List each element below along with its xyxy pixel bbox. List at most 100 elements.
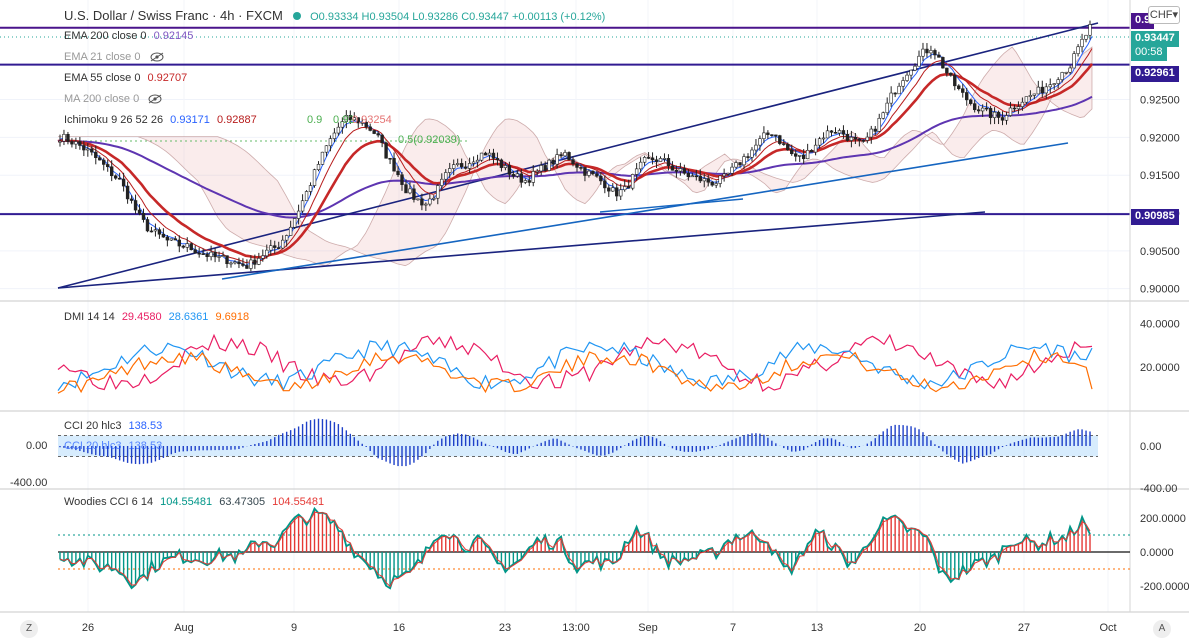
- candle: [106, 159, 110, 172]
- candle: [125, 181, 130, 204]
- candle-body: [137, 209, 142, 214]
- candle: [925, 43, 929, 58]
- candle-body: [972, 103, 977, 111]
- legend-ema21[interactable]: EMA 21 close 0: [64, 51, 164, 63]
- candle: [253, 254, 257, 269]
- candle-body: [459, 163, 464, 168]
- candle: [853, 133, 858, 145]
- candle-body: [515, 173, 520, 177]
- candle-body: [937, 54, 941, 58]
- currency-button[interactable]: CHF▾: [1148, 6, 1180, 24]
- candle-body: [786, 144, 790, 151]
- legend-cci-ghost-value: 138.53: [128, 440, 163, 452]
- candle-body: [70, 141, 74, 145]
- candle: [165, 234, 170, 247]
- candle: [428, 193, 432, 207]
- hidden-eye-icon[interactable]: [148, 94, 162, 104]
- candle-body: [380, 134, 384, 144]
- candle: [957, 84, 961, 91]
- candle-body: [229, 262, 233, 265]
- candle: [62, 129, 66, 146]
- candle-body: [563, 152, 567, 157]
- candle: [933, 48, 937, 60]
- ema-200-line: [57, 95, 1093, 219]
- legend-ema55-name: EMA 55 close 0: [64, 72, 141, 84]
- legend-dmi[interactable]: DMI 14 14 29.4580 28.6361 9.6918: [64, 311, 249, 323]
- dmi-minus-line: [57, 339, 1093, 392]
- legend-cci[interactable]: CCI 20 hlc3 138.53: [64, 420, 162, 432]
- candle: [296, 204, 301, 225]
- candle-body: [579, 167, 583, 169]
- legend-ichimoku[interactable]: Ichimoku 9 26 52 26 0.93171 0.92887: [64, 114, 257, 126]
- candle: [690, 172, 695, 178]
- candle: [1000, 111, 1005, 126]
- time-axis-label: Aug: [174, 622, 194, 634]
- legend-cci-ghost: CCI 20 hlc3 138.53: [64, 440, 162, 452]
- candle-body: [436, 185, 440, 199]
- candle: [471, 156, 476, 167]
- legend-cci-ghost-name: CCI 20 hlc3: [64, 440, 122, 452]
- candle-body: [312, 169, 317, 186]
- auto-scale-toggle[interactable]: A: [1153, 620, 1171, 638]
- candle-body: [726, 172, 730, 175]
- candle-body: [352, 117, 356, 121]
- candle: [615, 183, 619, 202]
- candle: [1004, 111, 1009, 125]
- candle-body: [921, 48, 925, 57]
- candle-body: [471, 161, 476, 164]
- time-axis-label: 26: [82, 622, 94, 634]
- legend-woodies[interactable]: Woodies CCI 6 14 104.55481 63.47305 104.…: [64, 496, 324, 508]
- candle: [455, 158, 460, 167]
- candle: [563, 149, 567, 157]
- legend-ema55[interactable]: EMA 55 close 0 0.92707: [64, 72, 187, 84]
- candle: [98, 155, 102, 161]
- candle: [535, 168, 539, 176]
- candle: [440, 173, 444, 191]
- candle-body: [1016, 106, 1021, 110]
- candle-body: [638, 161, 643, 170]
- candle-body: [281, 239, 285, 249]
- candle-body: [141, 213, 146, 220]
- legend-ema200[interactable]: EMA 200 close 0 0.92145: [64, 30, 193, 42]
- candle-body: [571, 159, 575, 165]
- timezone-toggle[interactable]: Z: [20, 620, 38, 638]
- candle-body: [861, 140, 866, 142]
- candle: [277, 241, 281, 250]
- candle: [66, 131, 70, 145]
- candle-body: [408, 188, 412, 194]
- cci-left-zero: 0.00: [26, 440, 48, 452]
- woodies-tick-label: 0.0000: [1140, 547, 1174, 559]
- ohlc-values: O0.93334 H0.93504 L0.93286 C0.93447 +0.0…: [310, 11, 606, 23]
- candle: [857, 138, 862, 147]
- candle-body: [412, 188, 416, 200]
- candle: [1052, 83, 1056, 90]
- candle: [1008, 101, 1013, 117]
- symbol-title[interactable]: U.S. Dollar / Swiss Franc · 4h · FXCM: [64, 8, 283, 23]
- candle: [177, 235, 181, 253]
- candle: [654, 155, 659, 169]
- candle: [308, 182, 313, 196]
- candle-body: [531, 171, 535, 183]
- candle: [193, 245, 197, 254]
- legend-ma200[interactable]: MA 200 close 0: [64, 93, 162, 105]
- candle-body: [774, 134, 778, 137]
- hidden-eye-icon[interactable]: [150, 52, 164, 62]
- candle-body: [62, 134, 66, 142]
- candle-body: [897, 85, 901, 95]
- candle: [372, 130, 376, 135]
- candle-body: [86, 148, 90, 151]
- candle: [953, 72, 957, 91]
- candle: [1012, 104, 1017, 112]
- candle-body: [157, 229, 162, 235]
- candle: [404, 179, 408, 194]
- candle: [889, 86, 893, 107]
- candle-body: [690, 175, 695, 178]
- candle: [444, 169, 448, 186]
- candle-body: [615, 187, 619, 197]
- dmi-tick-label: 40.0000: [1140, 319, 1180, 331]
- candle: [320, 151, 325, 165]
- candle-body: [1088, 24, 1092, 36]
- candle-body: [273, 245, 277, 248]
- candle-body: [428, 198, 432, 205]
